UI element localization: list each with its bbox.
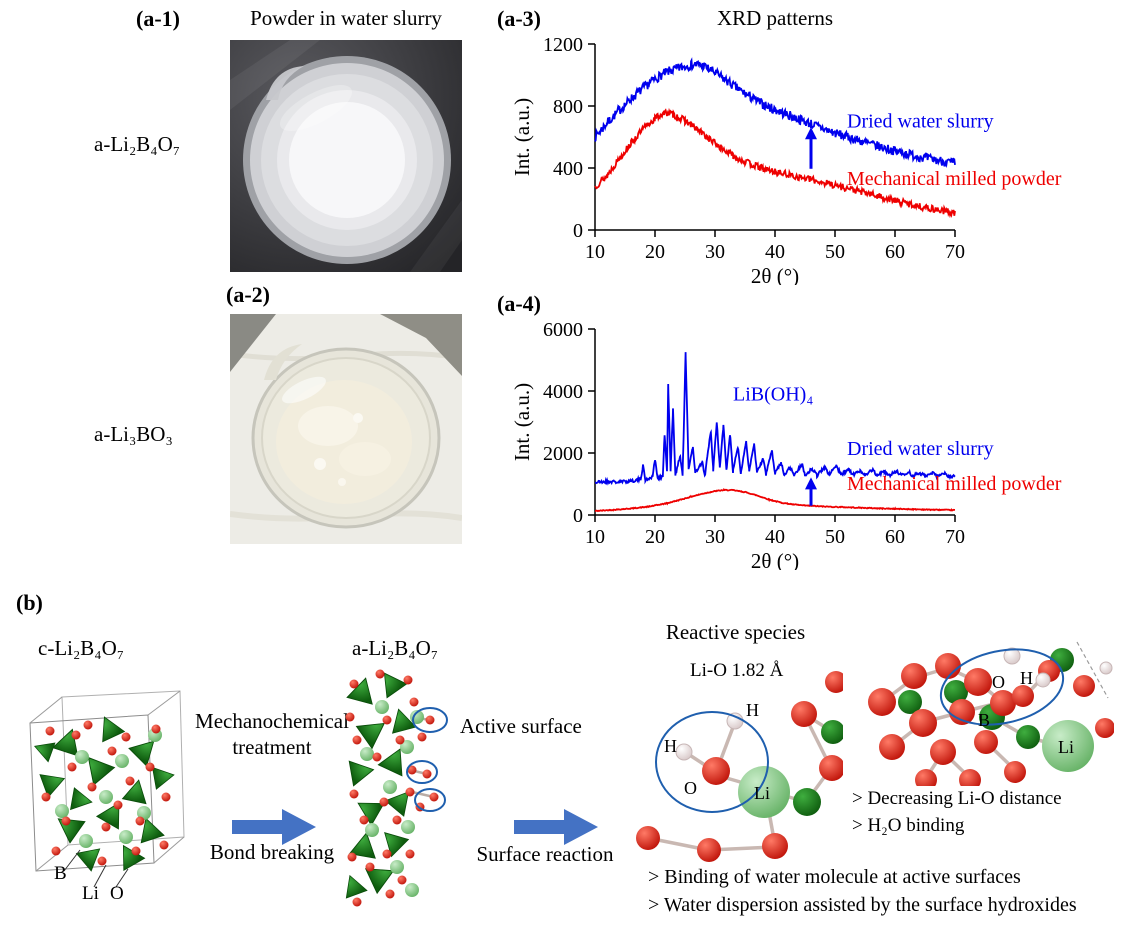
svg-text:0: 0 [573, 220, 583, 242]
oxygen-atoms [41, 720, 171, 866]
lithium-atoms [55, 728, 162, 848]
oxygen-atoms [636, 671, 843, 862]
annotation-text: Mechanical milled powder [847, 473, 1062, 495]
svg-text:40: 40 [765, 241, 785, 263]
highlight-ellipse [939, 648, 1065, 726]
svg-text:70: 70 [945, 241, 965, 263]
svg-text:60: 60 [885, 526, 905, 548]
oxygen-atoms [345, 669, 439, 907]
atom-label-o: O [110, 883, 124, 904]
series-mechanical-milled-powder [594, 107, 956, 219]
boron-atoms [793, 720, 843, 816]
svg-text:50: 50 [825, 526, 845, 548]
crystal-structure-image: B Li O [29, 690, 185, 904]
process1-label-bottom: Bond breaking [209, 840, 335, 864]
svg-text:30: 30 [705, 526, 725, 548]
amorphous-structure-image [342, 665, 448, 907]
li-label: Li [754, 783, 770, 803]
svg-text:10: 10 [585, 241, 605, 263]
boron-atoms [898, 648, 1074, 749]
panel-a1-title: Powder in water slurry [250, 6, 442, 30]
beaker-spout [266, 66, 304, 100]
svg-text:40: 40 [765, 526, 785, 548]
svg-text:6000: 6000 [543, 319, 583, 341]
o-label: O [684, 778, 697, 798]
svg-text:2000: 2000 [543, 443, 583, 465]
xrd-chart-li2b4o7: 10 20 30 40 50 60 70 0 400 800 1200 2θ (°) Int. (a.u… [510, 34, 1062, 285]
distance-dash-line [1076, 641, 1109, 699]
svg-text:20: 20 [645, 526, 665, 548]
atom-label-b: B [54, 863, 67, 884]
xrd-chart-li3bo3: 10 20 30 40 50 60 70 0 2000 4000 6000 2θ (°) Int. (a… [510, 319, 1062, 570]
surface-bonds [409, 715, 435, 799]
svg-text:10: 10 [585, 526, 605, 548]
sample-label-li2b4o7: a-Li₂B₄O₇ [94, 132, 181, 156]
finding-li-o-distance: > Decreasing Li-O distance [852, 788, 1062, 809]
reactive-species-title: Reactive species [665, 620, 806, 644]
conclusion-dispersion: > Water dispersion assisted by the surfa… [648, 894, 1077, 916]
panel-a1-tag: (a-1) [136, 6, 180, 31]
bond-length-label: Li-O 1.82 Å [690, 660, 784, 681]
li-atom [738, 766, 790, 818]
finding-h2o-binding: > H₂O binding [852, 815, 965, 836]
annotation-text: Mechanical milled powder [847, 168, 1062, 190]
process-arrow-1 [232, 809, 316, 845]
panel-a4-tag: (a-4) [497, 291, 541, 316]
hydrogen-atoms [1003, 647, 1113, 688]
atom-label-li: Li [82, 883, 99, 904]
annotation-text: Dried water slurry [847, 438, 994, 460]
b-label: B [978, 710, 990, 730]
hydrogen-atoms [675, 712, 744, 761]
li-atom [1042, 720, 1094, 772]
surface-hydroxide-image: O H B Li [868, 641, 1114, 786]
svg-text:0: 0 [573, 505, 583, 527]
highlight-ellipse [655, 711, 769, 813]
reactive-species-image: Li-O 1.82 Å H H O Li [636, 660, 843, 862]
photo-li2b4o7-slurry [230, 40, 462, 272]
svg-text:800: 800 [553, 96, 583, 118]
process2-label-bottom: Surface reaction [476, 842, 614, 866]
panel-b-tag: (b) [16, 590, 43, 615]
svg-text:60: 60 [885, 241, 905, 263]
panel-a2-tag: (a-2) [226, 282, 270, 307]
amorphous-structure-label: a-Li₂B₄O₇ [352, 636, 439, 660]
annotation-text: LiB(OH)₄ [733, 383, 813, 405]
series-dried-water-slurry [594, 352, 956, 486]
series-mechanical-milled-powder [594, 487, 955, 513]
beaker-spout [264, 344, 302, 380]
conclusion-binding: > Binding of water molecule at active su… [648, 866, 1021, 888]
svg-text:4000: 4000 [543, 381, 583, 403]
oxygen-atoms [868, 653, 1114, 786]
panel-a3-title: XRD patterns [716, 6, 834, 30]
h-label-1: H [746, 700, 759, 720]
process1-label-top: Mechanochemical treatment [195, 709, 349, 759]
active-surface-label: Active surface [460, 714, 582, 738]
svg-text:Int. (a.u.): Int. (a.u.) [510, 383, 534, 461]
series-dried-water-slurry [594, 57, 956, 169]
svg-text:50: 50 [825, 241, 845, 263]
sample-label-li3bo3: a-Li₃BO₃ [94, 422, 173, 446]
svg-text:Int. (a.u.): Int. (a.u.) [510, 98, 534, 176]
o-label: O [992, 672, 1005, 692]
panel-a3-tag: (a-3) [497, 6, 541, 31]
crystal-structure-label: c-Li₂B₄O₇ [38, 636, 125, 660]
process-arrow-2 [514, 809, 598, 845]
svg-text:2θ (°): 2θ (°) [751, 264, 799, 285]
svg-text:1200: 1200 [543, 34, 583, 56]
h-label-2: H [664, 736, 677, 756]
lithium-atoms [360, 700, 424, 897]
annotation-text: Dried water slurry [847, 111, 994, 133]
svg-text:400: 400 [553, 158, 583, 180]
svg-text:20: 20 [645, 241, 665, 263]
active-surface-ellipses [406, 707, 448, 812]
h-label: H [1020, 668, 1033, 688]
li-label: Li [1058, 737, 1074, 757]
svg-text:70: 70 [945, 526, 965, 548]
svg-text:2θ (°): 2θ (°) [751, 549, 799, 570]
photo-li3bo3-slurry [230, 314, 462, 544]
svg-text:30: 30 [705, 241, 725, 263]
